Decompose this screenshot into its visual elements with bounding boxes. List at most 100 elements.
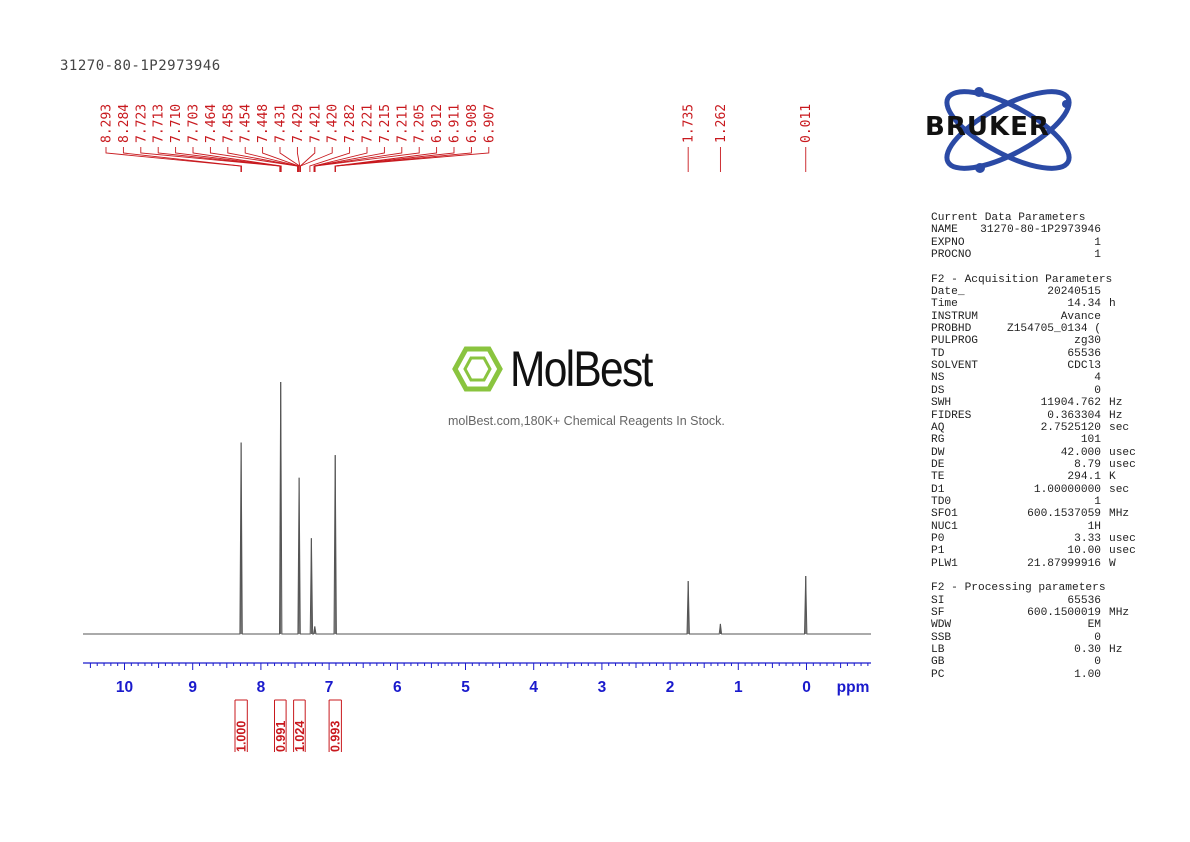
peak-label: 7.713	[152, 104, 167, 143]
peak-label: 7.703	[187, 104, 202, 143]
param-row: AQ 2.7525120 sec	[931, 422, 1131, 434]
spectrum-layer	[83, 381, 871, 635]
param-row: TD 65536	[931, 348, 1131, 360]
param-value: 600.1537059	[1027, 508, 1101, 521]
param-row: PROBHD Z154705_0134 (	[931, 323, 1131, 335]
param-key: TD0	[931, 495, 952, 508]
peak-label-leader	[279, 147, 301, 172]
param-value: 1	[1094, 495, 1101, 508]
brand-label: BRUKER	[925, 112, 1050, 142]
peak-label: 7.215	[378, 104, 393, 143]
peak-label-leader	[192, 147, 282, 172]
param-row: DE 8.79 usec	[931, 459, 1136, 471]
param-value: 1.00000000	[1033, 483, 1101, 496]
param-row: SI 65536	[931, 595, 1131, 607]
param-row: FIDRES 0.363304 Hz	[931, 410, 1131, 422]
param-value: 0	[1094, 384, 1101, 397]
param-unit: usec	[1109, 446, 1136, 459]
axis-tick-label: 1	[734, 679, 743, 696]
peak-label-leader	[334, 147, 490, 172]
param-key: P0	[931, 532, 945, 545]
param-value: 65536	[1067, 347, 1101, 360]
integral-bracket	[293, 699, 306, 752]
param-unit: Hz	[1109, 397, 1123, 410]
param-unit: usec	[1109, 532, 1136, 545]
peak-label: 7.429	[291, 104, 306, 143]
param-key: WDW	[931, 619, 952, 632]
integral-value: 1.000	[235, 721, 249, 752]
peak-label-leader	[309, 147, 351, 172]
axis-tick-label: 7	[325, 679, 334, 696]
param-key: INSTRUM	[931, 310, 978, 323]
peak-label-leader	[122, 147, 242, 172]
axis-label: ppm	[837, 679, 870, 696]
peak-label: 6.908	[465, 104, 480, 143]
param-value: 1H	[1087, 520, 1101, 533]
param-value: 1.00	[1074, 668, 1101, 681]
integral-bracket	[234, 699, 248, 752]
param-row: WDW EM	[931, 619, 1131, 631]
param-value: 4	[1094, 372, 1101, 385]
axis-tick-label: 10	[116, 679, 133, 696]
param-unit: MHz	[1109, 607, 1130, 619]
peak-label: 7.421	[308, 104, 323, 143]
peak-label: 7.458	[221, 104, 236, 143]
param-row: Time 14.34 h	[931, 298, 1131, 310]
peak-label: 8.293	[100, 104, 115, 143]
param-value: 294.1	[1067, 471, 1101, 484]
param-row: NS 4	[931, 372, 1131, 384]
peak-label: 7.448	[256, 104, 271, 143]
param-value: 600.1500019	[1027, 607, 1101, 619]
param-value: 0.30	[1074, 644, 1101, 657]
integral-layer: 1.000 0.991 1.024 0.993	[234, 699, 343, 752]
param-key: SI	[931, 594, 945, 607]
param-unit: Hz	[1109, 644, 1123, 657]
integral-bracket	[328, 699, 342, 752]
peak-label: 7.221	[361, 104, 376, 143]
param-key: EXPNO	[931, 236, 965, 249]
param-row: DS 0	[931, 385, 1131, 397]
param-value: Z154705_0134 (	[1007, 323, 1101, 336]
param-value: 0.363304	[1047, 409, 1101, 422]
axis-tick-label: 6	[393, 679, 402, 696]
peak-label: 6.907	[482, 104, 497, 143]
param-row: SOLVENT CDCl3	[931, 360, 1131, 372]
axis-tick-label: 2	[666, 679, 675, 696]
param-unit: W	[1109, 557, 1116, 570]
param-unit: usec	[1109, 458, 1136, 471]
param-key: AQ	[931, 421, 945, 434]
watermark-logo-text: MolBest	[510, 341, 653, 397]
param-key: NUC1	[931, 520, 958, 533]
integral-value: 0.993	[329, 721, 343, 752]
param-key: TE	[931, 471, 945, 484]
param-row: SFO1 600.1537059 MHz	[931, 508, 1131, 520]
axis-tick-label: 0	[802, 679, 811, 696]
param-value: Avance	[1060, 310, 1101, 323]
peak-label: 7.710	[169, 104, 184, 143]
param-row: EXPNO 1	[931, 237, 1131, 249]
param-key: FIDRES	[931, 409, 972, 422]
param-value: 42.000	[1060, 446, 1101, 459]
param-row: NUC1 1H	[931, 521, 1131, 533]
param-value: 14.34	[1067, 298, 1101, 311]
peak-label-leader	[296, 147, 301, 172]
axis-tick-label: 3	[598, 679, 607, 696]
param-key: NAME	[931, 224, 958, 237]
parameter-panel: Current Data Parameters NAME 31270-80-1P29…	[931, 212, 1136, 681]
param-key: D1	[931, 483, 945, 496]
param-row: LB 0.30 Hz	[931, 644, 1131, 656]
param-key: GB	[931, 656, 945, 669]
peak-label: 7.723	[134, 104, 149, 143]
param-value: 0	[1094, 656, 1101, 669]
param-key: SF	[931, 607, 945, 619]
integral-value: 0.991	[274, 721, 288, 752]
param-row: NAME 31270-80-1P2973946	[931, 224, 1131, 236]
peak-label-leader	[175, 147, 282, 172]
param-row: SF 600.1500019 MHz	[931, 607, 1131, 619]
axis-tick-label: 8	[257, 679, 266, 696]
param-key: SSB	[931, 631, 952, 644]
param-section-title: F2 - Processing parameters	[931, 582, 1106, 595]
param-key: Time	[931, 298, 958, 311]
hexagon-icon	[452, 346, 503, 392]
